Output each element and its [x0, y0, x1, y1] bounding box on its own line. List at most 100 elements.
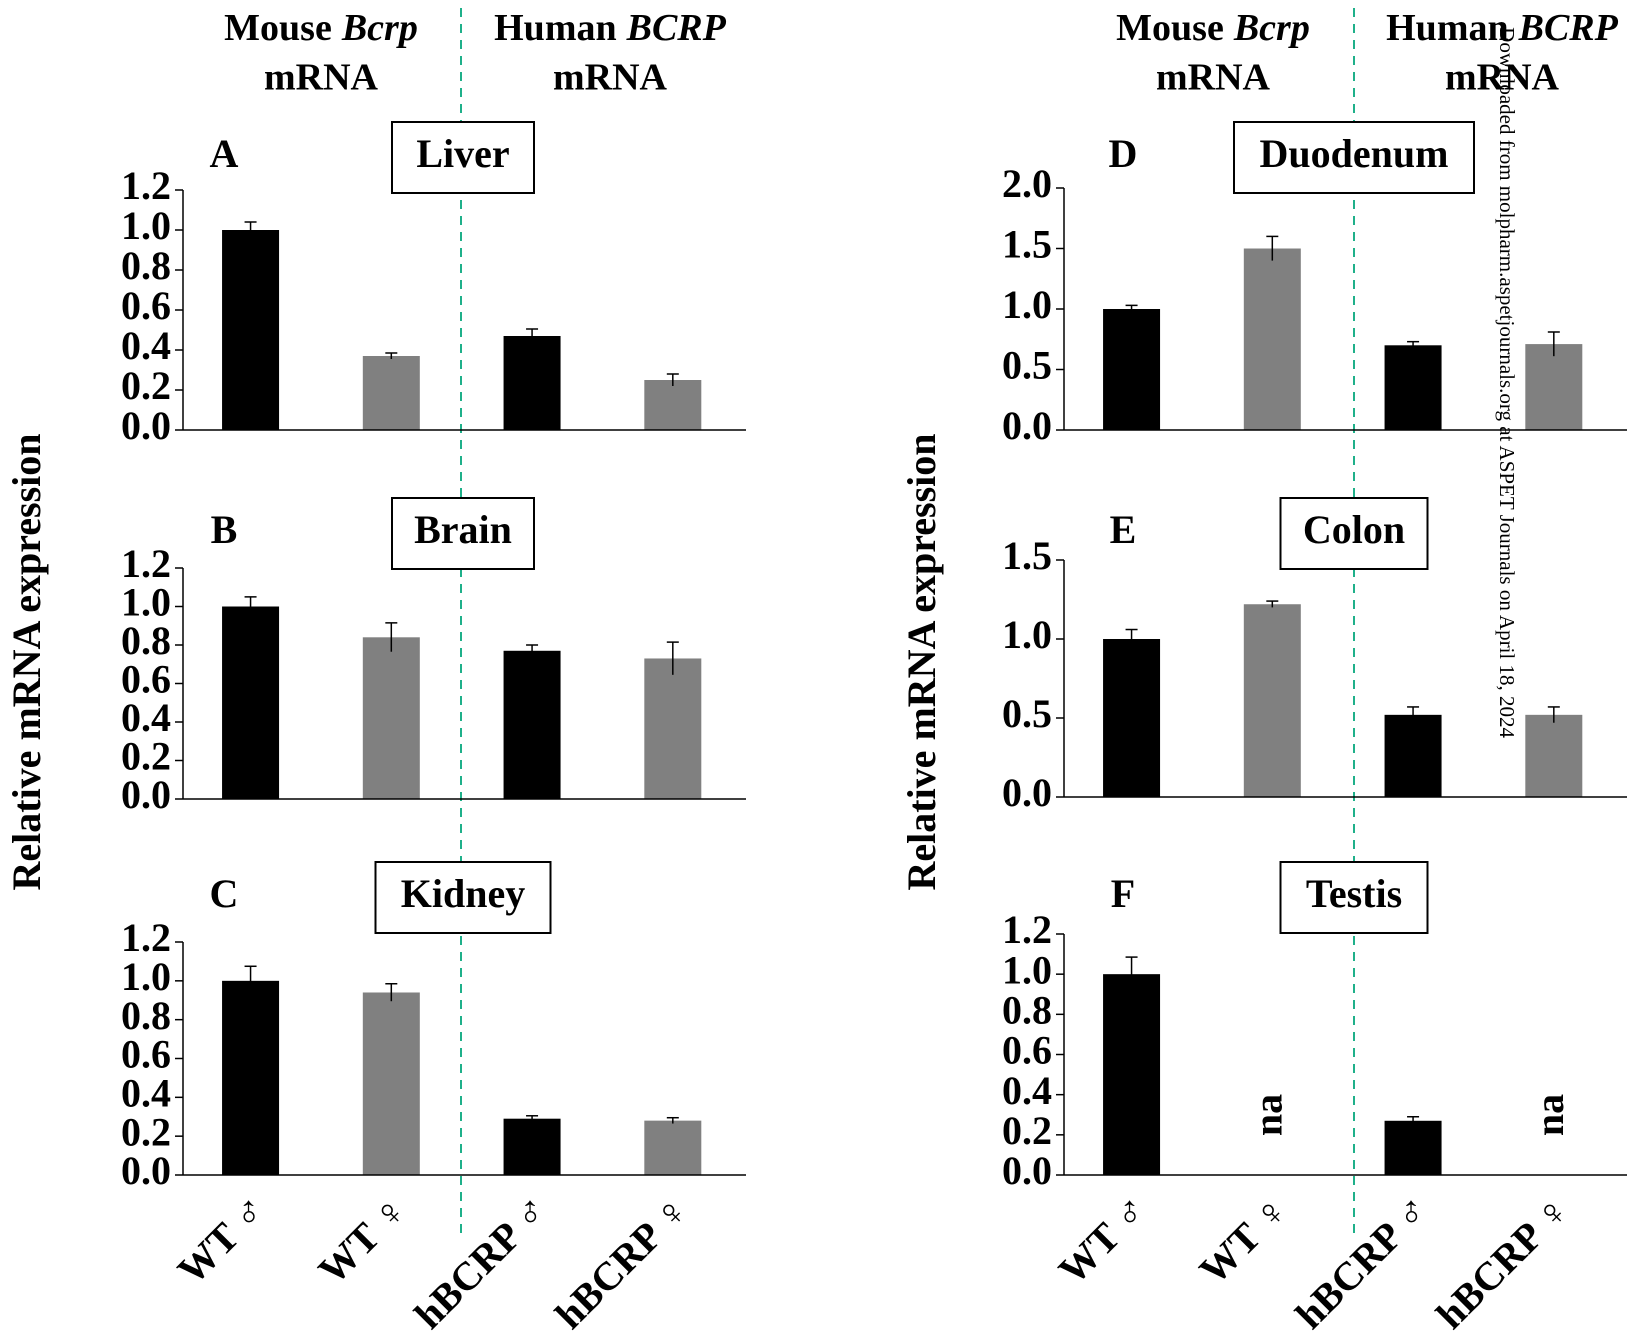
title-box	[391, 121, 535, 194]
y-tick-label: 0.5	[1002, 691, 1052, 736]
bar	[1525, 344, 1583, 430]
header-species: Human	[1386, 7, 1508, 49]
y-tick-label: 0.4	[1002, 1068, 1052, 1113]
bar	[1384, 714, 1442, 797]
x-tick-label: hBCRP ♀	[546, 1186, 697, 1337]
bar	[1103, 974, 1161, 1175]
y-tick-label: 1.2	[121, 915, 171, 960]
y-tick-label: 0.2	[121, 734, 171, 779]
y-tick-label: 0.8	[121, 618, 171, 663]
y-tick-label: 0.6	[1002, 1028, 1052, 1073]
x-tick-label: WT ♂	[1050, 1186, 1157, 1293]
y-tick-label: 0.2	[121, 363, 171, 408]
column-header: Mouse Bcrp	[1116, 7, 1310, 49]
title-box	[391, 497, 535, 570]
y-tick-label: 0.8	[121, 993, 171, 1038]
bar	[362, 992, 420, 1175]
bar	[503, 650, 561, 799]
bar	[222, 980, 280, 1175]
y-tick-label: 0.5	[1002, 343, 1052, 388]
panel-letter: A	[210, 131, 239, 176]
panel-letter: C	[210, 871, 239, 916]
title-box	[374, 861, 552, 934]
bar	[1384, 1120, 1442, 1175]
x-tick-label: WT ♀	[309, 1186, 416, 1293]
column-header: mRNA	[1156, 57, 1271, 99]
bar	[1103, 309, 1161, 430]
y-tick-label: 0.0	[121, 403, 171, 448]
column-header: Human BCRP	[494, 7, 727, 49]
y-tick-label: 1.5	[1002, 533, 1052, 578]
y-tick-label: 1.0	[1002, 947, 1052, 992]
y-tick-label: 2.0	[1002, 161, 1052, 206]
x-tick-label: WT ♀	[1190, 1186, 1297, 1293]
bar	[222, 606, 280, 799]
y-tick-label: 0.6	[121, 1032, 171, 1077]
y-axis-label: Relative mRNA expression	[4, 434, 49, 891]
panel-title: Brain	[414, 507, 512, 552]
y-tick-label: 0.2	[1002, 1108, 1052, 1153]
y-tick-label: 0.8	[1002, 988, 1052, 1033]
panel-title: Testis	[1306, 871, 1402, 916]
x-tick-label: WT ♂	[169, 1186, 276, 1293]
title-box	[1279, 497, 1429, 570]
y-tick-label: 0.4	[121, 1071, 171, 1116]
y-tick-label: 0.0	[121, 772, 171, 817]
header-species: Mouse	[224, 7, 332, 49]
header-species: Human	[494, 7, 616, 49]
y-tick-label: 0.0	[1002, 1148, 1052, 1193]
y-tick-label: 0.6	[121, 657, 171, 702]
header-species: Mouse	[1116, 7, 1224, 49]
panel-letter: E	[1110, 507, 1137, 552]
y-tick-label: 0.0	[1002, 403, 1052, 448]
column-header: Mouse Bcrp	[224, 7, 418, 49]
y-tick-label: 0.2	[121, 1109, 171, 1154]
panel-title: Kidney	[401, 871, 525, 916]
y-tick-label: 0.0	[121, 1148, 171, 1193]
header-gene: Bcrp	[341, 7, 418, 49]
bar	[1243, 604, 1301, 797]
bar	[503, 1118, 561, 1175]
header-gene: Bcrp	[1233, 7, 1310, 49]
y-tick-label: 1.2	[121, 541, 171, 586]
y-tick-label: 0.4	[121, 323, 171, 368]
title-box	[1233, 121, 1475, 194]
watermark: Downloaded from molpharm.aspetjournals.o…	[1495, 27, 1519, 738]
y-tick-label: 1.2	[1002, 907, 1052, 952]
bar	[644, 1120, 702, 1175]
y-tick-label: 0.0	[1002, 770, 1052, 815]
value-label: na	[1527, 1094, 1572, 1136]
bar	[644, 380, 702, 430]
column-header: mRNA	[553, 57, 668, 99]
y-tick-label: 1.0	[121, 203, 171, 248]
y-axis-label: Relative mRNA expression	[899, 434, 944, 891]
column-header: mRNA	[264, 57, 379, 99]
bar	[362, 356, 420, 430]
y-tick-label: 0.6	[121, 283, 171, 328]
panel-title: Colon	[1303, 507, 1405, 552]
bar	[503, 336, 561, 430]
y-tick-label: 1.0	[1002, 612, 1052, 657]
x-tick-label: hBCRP ♂	[1287, 1186, 1438, 1337]
value-label: na	[1245, 1094, 1290, 1136]
y-tick-label: 1.2	[121, 163, 171, 208]
bar	[1243, 248, 1301, 430]
y-tick-label: 0.8	[121, 243, 171, 288]
panel-letter: B	[211, 507, 238, 552]
y-tick-label: 1.5	[1002, 222, 1052, 267]
header-gene: BCRP	[626, 7, 727, 49]
y-tick-label: 1.0	[121, 954, 171, 999]
panel-title: Duodenum	[1260, 131, 1449, 176]
title-box	[1279, 861, 1429, 934]
y-tick-label: 1.0	[121, 580, 171, 625]
panel-letter: F	[1111, 871, 1135, 916]
panel-title: Liver	[416, 131, 509, 176]
panel-letter: D	[1109, 131, 1138, 176]
x-tick-label: hBCRP ♀	[1427, 1186, 1578, 1337]
bar	[1103, 639, 1161, 797]
y-tick-label: 0.4	[121, 695, 171, 740]
header-gene: BCRP	[1518, 7, 1619, 49]
column-header: mRNA	[1445, 57, 1560, 99]
bar	[222, 230, 280, 430]
